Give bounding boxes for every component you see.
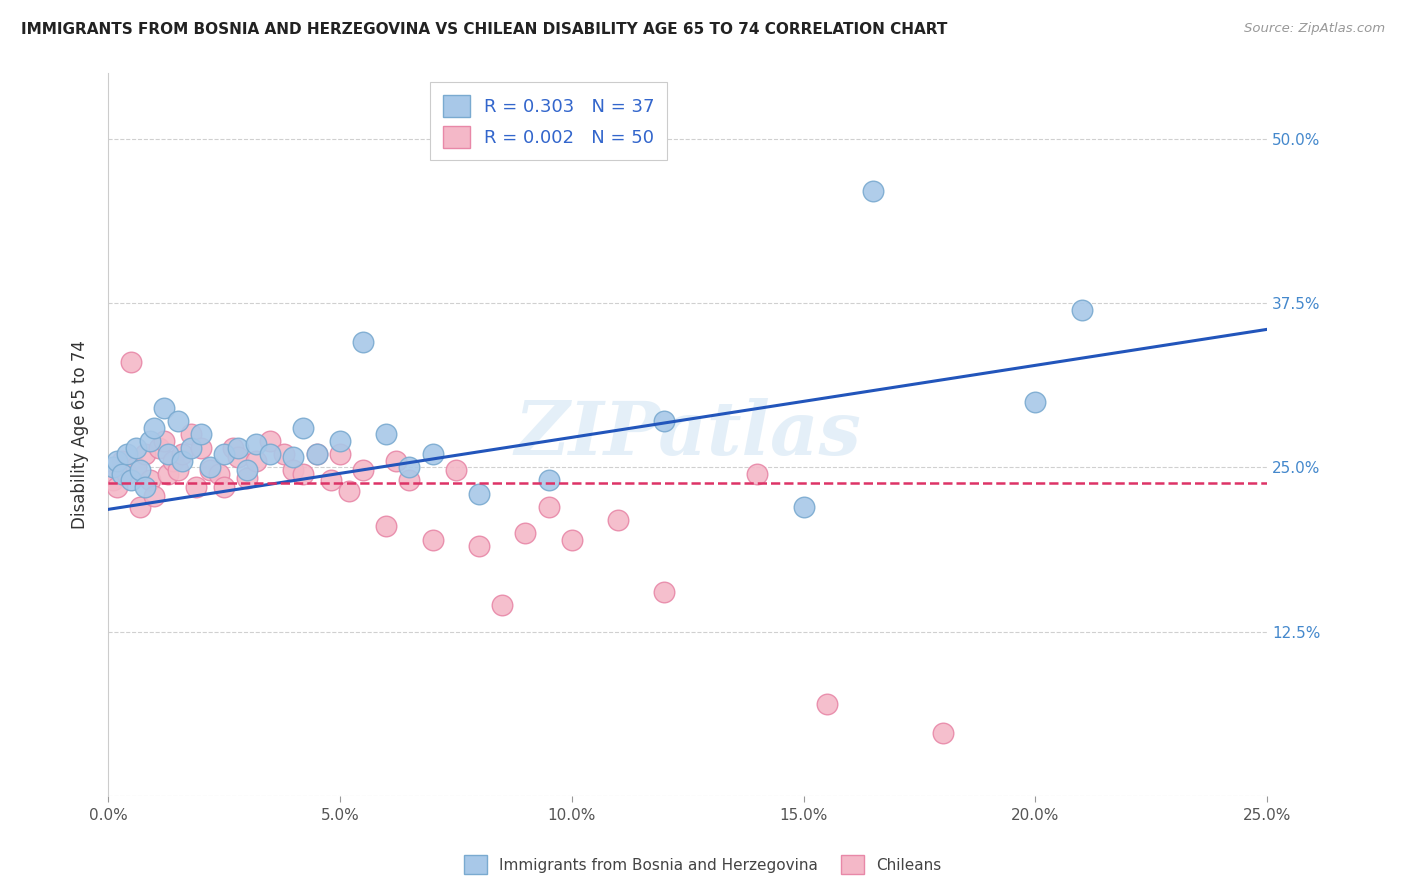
Point [184, 480, 207, 494]
Point [208, 467, 231, 481]
Point [398, 460, 420, 475]
Point [198, 463, 221, 477]
Point [747, 467, 769, 481]
Point [273, 447, 295, 461]
Point [291, 421, 314, 435]
Point [180, 427, 202, 442]
Point [190, 427, 212, 442]
Point [815, 697, 838, 711]
Point [166, 414, 188, 428]
Point [398, 474, 420, 488]
Point [305, 447, 328, 461]
Point [115, 447, 138, 461]
Point [125, 460, 148, 475]
Point [212, 480, 235, 494]
Point [352, 463, 374, 477]
Point [190, 441, 212, 455]
Point [120, 355, 142, 369]
Point [329, 447, 352, 461]
Point [101, 460, 124, 475]
Point [607, 513, 630, 527]
Point [862, 184, 884, 198]
Point [226, 450, 249, 464]
Point [352, 335, 374, 350]
Text: ZIPatlas: ZIPatlas [515, 398, 860, 471]
Point [283, 463, 305, 477]
Point [152, 434, 174, 448]
Point [422, 533, 444, 547]
Point [143, 421, 166, 435]
Point [245, 436, 267, 450]
Point [259, 434, 281, 448]
Point [152, 401, 174, 416]
Point [561, 533, 583, 547]
Point [138, 434, 160, 448]
Point [157, 467, 180, 481]
Text: Source: ZipAtlas.com: Source: ZipAtlas.com [1244, 22, 1385, 36]
Point [468, 486, 491, 500]
Point [212, 447, 235, 461]
Point [143, 489, 166, 503]
Point [375, 427, 398, 442]
Point [105, 480, 128, 494]
Point [157, 447, 180, 461]
Point [329, 434, 352, 448]
Point [226, 441, 249, 455]
Point [537, 500, 560, 514]
Point [236, 463, 259, 477]
Point [115, 467, 138, 481]
Point [931, 726, 953, 740]
Text: IMMIGRANTS FROM BOSNIA AND HERZEGOVINA VS CHILEAN DISABILITY AGE 65 TO 74 CORREL: IMMIGRANTS FROM BOSNIA AND HERZEGOVINA V… [21, 22, 948, 37]
Point [259, 447, 281, 461]
Point [337, 483, 360, 498]
Point [375, 519, 398, 533]
Point [129, 463, 152, 477]
Point [222, 441, 245, 455]
Point [172, 447, 194, 461]
Point [162, 454, 184, 468]
Point [491, 599, 513, 613]
Legend: Immigrants from Bosnia and Herzegovina, Chileans: Immigrants from Bosnia and Herzegovina, … [458, 849, 948, 880]
Point [422, 447, 444, 461]
Point [537, 474, 560, 488]
Point [198, 460, 221, 475]
Point [111, 454, 134, 468]
Point [134, 447, 156, 461]
Legend: R = 0.303   N = 37, R = 0.002   N = 50: R = 0.303 N = 37, R = 0.002 N = 50 [430, 82, 668, 161]
Point [1024, 394, 1046, 409]
Point [111, 467, 134, 481]
Point [236, 471, 259, 485]
Point [305, 447, 328, 461]
Point [134, 480, 156, 494]
Point [138, 474, 160, 488]
Point [468, 539, 491, 553]
Point [148, 441, 170, 455]
Point [654, 414, 676, 428]
Y-axis label: Disability Age 65 to 74: Disability Age 65 to 74 [72, 340, 89, 529]
Point [654, 585, 676, 599]
Point [384, 454, 406, 468]
Point [444, 463, 467, 477]
Point [129, 500, 152, 514]
Point [166, 463, 188, 477]
Point [172, 454, 194, 468]
Point [180, 441, 202, 455]
Point [1070, 302, 1092, 317]
Point [283, 450, 305, 464]
Point [319, 474, 342, 488]
Point [105, 454, 128, 468]
Point [101, 474, 124, 488]
Point [245, 454, 267, 468]
Point [120, 474, 142, 488]
Point [291, 467, 314, 481]
Point [125, 441, 148, 455]
Point [515, 526, 537, 541]
Point [793, 500, 815, 514]
